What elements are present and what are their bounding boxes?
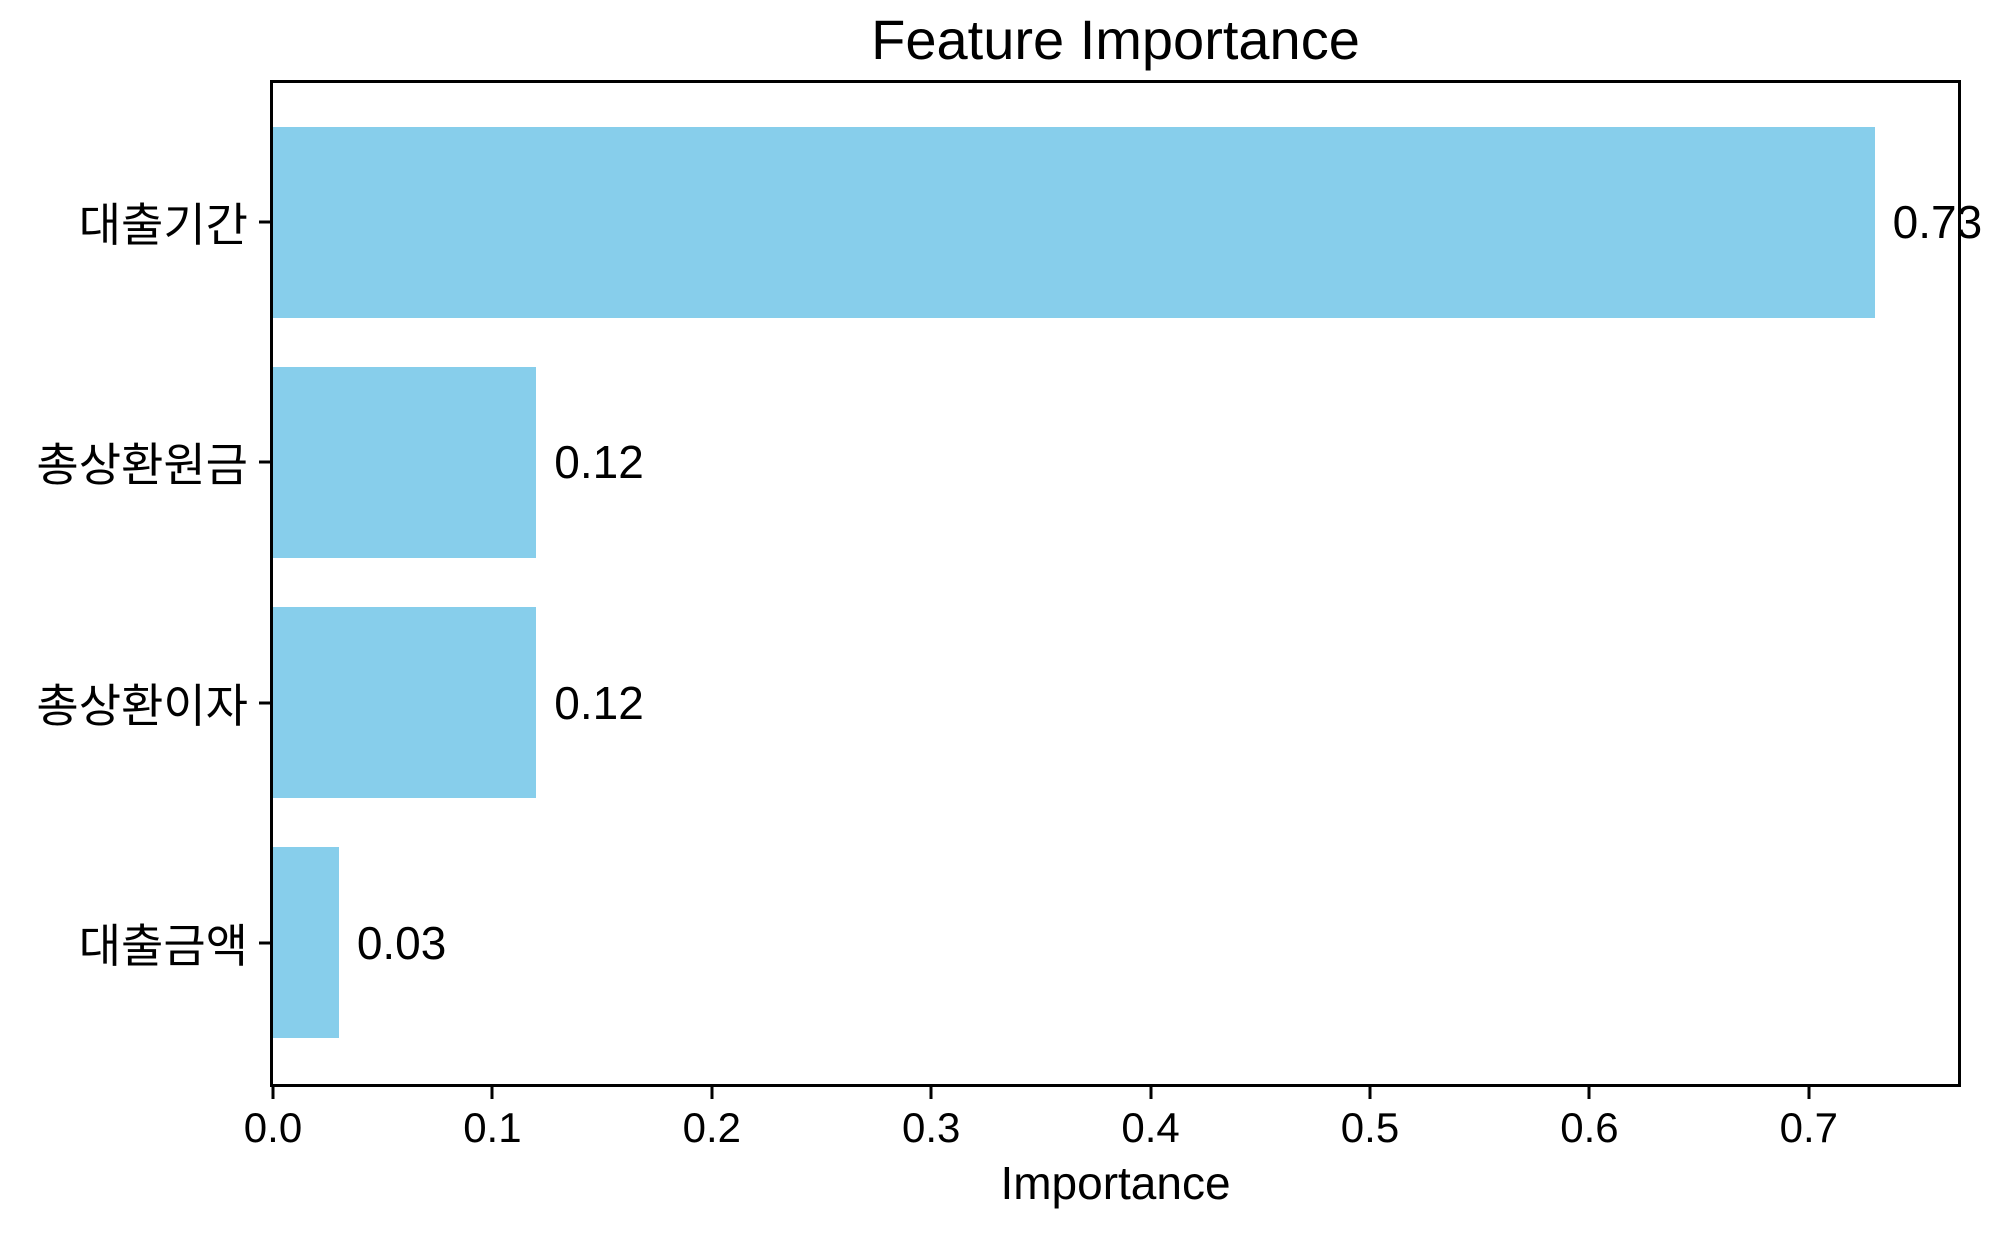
- y-axis-category-label: 총상환이자: [36, 679, 248, 732]
- bar-value-label: 0.03: [356, 916, 447, 969]
- y-axis-category-label: 총상환원금: [36, 439, 248, 492]
- bar: [273, 847, 339, 1039]
- x-axis-tick-label: 0.2: [682, 1104, 741, 1151]
- x-axis-tick: [710, 1085, 714, 1099]
- y-axis-tick: [259, 701, 273, 705]
- y-axis-category-label: 대출기간: [78, 199, 248, 251]
- bar-value-label: 0.12: [554, 676, 644, 729]
- x-axis-tick-label: 0.4: [1121, 1104, 1180, 1151]
- bar-value-label: 0.73: [1892, 196, 1983, 248]
- bar: [273, 366, 537, 558]
- x-axis-tick-label: 0.3: [902, 1104, 961, 1151]
- plot-area: 0.73 0.12 0.12 0.03: [270, 80, 1982, 1087]
- x-axis-tick-label: 0.7: [1779, 1104, 1838, 1151]
- y-axis-category-label: 대출금액: [78, 919, 248, 972]
- x-axis-tick: [1587, 1085, 1591, 1099]
- x-axis-tick-label: 0.6: [1560, 1104, 1619, 1151]
- x-axis-tick: [1368, 1085, 1372, 1099]
- x-axis-tick: [271, 1085, 275, 1099]
- x-axis-tick: [490, 1085, 494, 1099]
- x-axis-tick-label: 0.0: [243, 1104, 303, 1151]
- x-axis-tick: [1149, 1085, 1153, 1099]
- bar: [273, 126, 1875, 318]
- bar: [273, 607, 537, 799]
- y-axis-tick: [259, 941, 273, 945]
- y-axis-tick: [259, 460, 273, 464]
- x-axis-tick: [1807, 1085, 1811, 1099]
- x-axis-tick-label: 0.1: [463, 1104, 522, 1151]
- x-axis-tick-label: 0.5: [1340, 1104, 1400, 1151]
- bar-value-label: 0.12: [554, 436, 644, 489]
- x-axis-label: Importance: [1000, 1157, 1231, 1209]
- chart-title: Feature Importance: [871, 8, 1360, 71]
- x-axis-tick: [929, 1085, 933, 1099]
- y-axis-tick: [259, 220, 273, 224]
